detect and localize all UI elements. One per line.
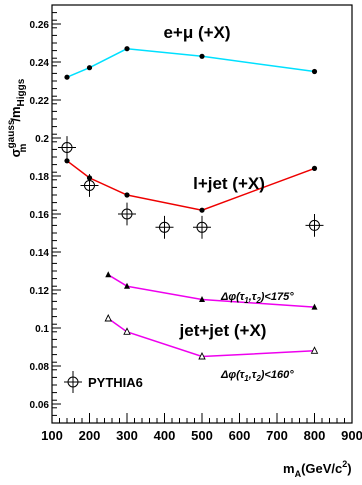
y-tick-label: 0.18 bbox=[30, 172, 50, 183]
data-point bbox=[199, 207, 205, 213]
data-point bbox=[159, 221, 170, 233]
data-point bbox=[199, 296, 205, 302]
data-point bbox=[64, 74, 70, 80]
data-point bbox=[84, 180, 95, 191]
axes: 100 200 300 400 500 600 700 800 900 0.06 0.08 0.1 0.… bbox=[30, 4, 362, 443]
x-tick-label: 100 bbox=[41, 428, 63, 443]
data-point bbox=[199, 53, 205, 59]
series-line-jj160 bbox=[107, 317, 315, 358]
y-tick-label: 0.22 bbox=[30, 96, 50, 107]
series-layer bbox=[58, 46, 324, 360]
series-ljet bbox=[64, 158, 318, 213]
x-tick-label: 300 bbox=[116, 428, 138, 443]
data-point bbox=[124, 282, 130, 289]
series-pythia bbox=[58, 136, 324, 239]
plot-frame bbox=[51, 4, 353, 424]
data-point bbox=[64, 158, 70, 164]
x-tick-label: 200 bbox=[79, 428, 101, 443]
data-point bbox=[61, 142, 73, 153]
data-point bbox=[311, 303, 318, 310]
series-emu bbox=[64, 46, 318, 80]
x-tick-label: 600 bbox=[229, 428, 251, 443]
y-tick-label: 0.14 bbox=[30, 248, 50, 259]
y-tick-label: 0.12 bbox=[30, 286, 50, 297]
x-axis-title: mA(GeV/c2) bbox=[283, 459, 352, 479]
series-line-jj175 bbox=[107, 274, 315, 308]
annotation-ljet: l+jet (+X) bbox=[193, 174, 265, 193]
data-point bbox=[124, 192, 130, 198]
y-tick-label: 0.26 bbox=[30, 20, 50, 31]
x-tick-label: 400 bbox=[154, 428, 176, 443]
series-jj160 bbox=[104, 313, 319, 360]
x-tick-label: 800 bbox=[304, 428, 326, 443]
data-point bbox=[311, 68, 318, 75]
data-point bbox=[123, 327, 131, 335]
data-point bbox=[121, 208, 133, 220]
y-axis-title: σgaussm/mHiggs bbox=[6, 78, 29, 157]
annotation-jetjet: jet+jet (+X) bbox=[179, 321, 267, 340]
y-tick-label: 0.24 bbox=[30, 58, 50, 69]
series-line-emu bbox=[66, 47, 315, 78]
series-jj175 bbox=[105, 271, 318, 310]
data-point bbox=[310, 346, 319, 354]
data-point bbox=[124, 46, 130, 52]
data-point bbox=[104, 313, 112, 322]
x-tick-label: 700 bbox=[266, 428, 288, 443]
data-point bbox=[86, 65, 93, 71]
y-tick-label: 0.08 bbox=[30, 362, 50, 373]
annotation-emu: e+μ (+X) bbox=[163, 23, 230, 42]
series-line-ljet bbox=[66, 160, 315, 211]
annotation-cut175: Δφ(τ1,τ2)<175° bbox=[220, 291, 294, 305]
data-point bbox=[196, 221, 208, 233]
y-tick-label: 0.1 bbox=[35, 324, 49, 335]
annotation-cut160: Δφ(τ1,τ2)<160° bbox=[220, 369, 294, 383]
x-tick-label: 500 bbox=[191, 428, 213, 443]
y-tick-label: 0.2 bbox=[35, 134, 49, 145]
legend-entry-pythia: PYTHIA6 bbox=[88, 375, 143, 390]
data-point bbox=[311, 165, 318, 171]
x-tick-label: 900 bbox=[341, 428, 362, 443]
data-point bbox=[105, 271, 112, 278]
legend: PYTHIA6 bbox=[64, 371, 143, 393]
y-tick-label: 0.06 bbox=[30, 400, 50, 411]
data-point bbox=[198, 351, 206, 360]
y-tick-label: 0.16 bbox=[30, 210, 50, 221]
data-point bbox=[309, 219, 320, 231]
legend-marker-circle bbox=[67, 376, 79, 388]
